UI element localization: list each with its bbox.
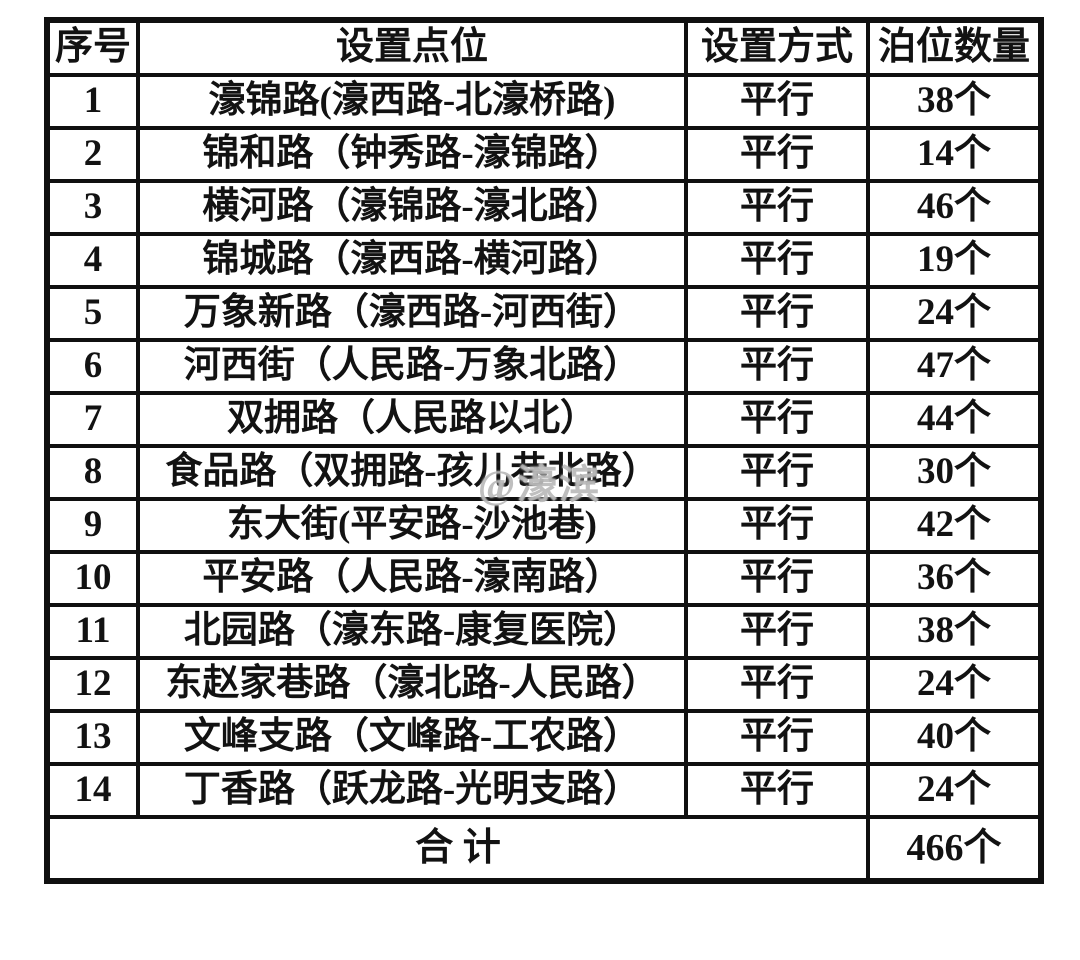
method-cell: 平行 — [684, 762, 870, 819]
count-cell: 24个 — [866, 285, 1043, 342]
count-cell: 36个 — [866, 550, 1043, 607]
location-cell: 濠锦路(濠西路-北濠桥路) — [136, 73, 688, 130]
table-row: 8 食品路（双拥路-孩儿巷北路） 平行 30个 — [45, 444, 1043, 501]
location-cell: 食品路（双拥路-孩儿巷北路） — [136, 444, 688, 501]
table-row: 9 东大街(平安路-沙池巷) 平行 42个 — [45, 497, 1043, 554]
row-number-cell: 7 — [45, 391, 140, 448]
table-row: 4 锦城路（濠西路-横河路） 平行 19个 — [45, 232, 1043, 289]
row-number-cell: 11 — [45, 603, 140, 660]
count-cell: 40个 — [866, 709, 1043, 766]
count-cell: 38个 — [866, 73, 1043, 130]
total-value-cell: 466个 — [866, 815, 1043, 883]
table-row: 5 万象新路（濠西路-河西街） 平行 24个 — [45, 285, 1043, 342]
method-cell: 平行 — [684, 709, 870, 766]
method-cell: 平行 — [684, 444, 870, 501]
method-cell: 平行 — [684, 232, 870, 289]
row-number-cell: 13 — [45, 709, 140, 766]
parking-berth-table: 序号 设置点位 设置方式 泊位数量 1 濠锦路(濠西路-北濠桥路) 平行 38个… — [44, 17, 1044, 884]
location-cell: 河西街（人民路-万象北路） — [136, 338, 688, 395]
count-cell: 14个 — [866, 126, 1043, 183]
row-number-cell: 3 — [45, 179, 140, 236]
method-cell: 平行 — [684, 391, 870, 448]
row-number-cell: 8 — [45, 444, 140, 501]
method-cell: 平行 — [684, 73, 870, 130]
count-cell: 44个 — [866, 391, 1043, 448]
count-cell: 24个 — [866, 656, 1043, 713]
location-cell: 丁香路（跃龙路-光明支路） — [136, 762, 688, 819]
table-row: 3 横河路（濠锦路-濠北路） 平行 46个 — [45, 179, 1043, 236]
table-row: 10 平安路（人民路-濠南路） 平行 36个 — [45, 550, 1043, 607]
header-method: 设置方式 — [684, 18, 870, 77]
table-row: 12 东赵家巷路（濠北路-人民路） 平行 24个 — [45, 656, 1043, 713]
table-row: 2 锦和路（钟秀路-濠锦路） 平行 14个 — [45, 126, 1043, 183]
count-cell: 38个 — [866, 603, 1043, 660]
row-number-cell: 2 — [45, 126, 140, 183]
count-cell: 42个 — [866, 497, 1043, 554]
row-number-cell: 10 — [45, 550, 140, 607]
location-cell: 北园路（濠东路-康复医院） — [136, 603, 688, 660]
table-row: 7 双拥路（人民路以北） 平行 44个 — [45, 391, 1043, 448]
method-cell: 平行 — [684, 338, 870, 395]
count-cell: 30个 — [866, 444, 1043, 501]
method-cell: 平行 — [684, 656, 870, 713]
location-cell: 横河路（濠锦路-濠北路） — [136, 179, 688, 236]
table-row: 11 北园路（濠东路-康复医院） 平行 38个 — [45, 603, 1043, 660]
total-label-cell: 合 计 — [45, 815, 870, 883]
method-cell: 平行 — [684, 497, 870, 554]
method-cell: 平行 — [684, 603, 870, 660]
row-number-cell: 4 — [45, 232, 140, 289]
location-cell: 平安路（人民路-濠南路） — [136, 550, 688, 607]
table-row: 1 濠锦路(濠西路-北濠桥路) 平行 38个 — [45, 73, 1043, 130]
row-number-cell: 14 — [45, 762, 140, 819]
table-total-row: 合 计 466个 — [45, 815, 1043, 883]
location-cell: 锦城路（濠西路-横河路） — [136, 232, 688, 289]
row-number-cell: 12 — [45, 656, 140, 713]
method-cell: 平行 — [684, 126, 870, 183]
count-cell: 47个 — [866, 338, 1043, 395]
count-cell: 19个 — [866, 232, 1043, 289]
location-cell: 文峰支路（文峰路-工农路） — [136, 709, 688, 766]
method-cell: 平行 — [684, 550, 870, 607]
location-cell: 东大街(平安路-沙池巷) — [136, 497, 688, 554]
header-count: 泊位数量 — [866, 18, 1043, 77]
row-number-cell: 9 — [45, 497, 140, 554]
location-cell: 锦和路（钟秀路-濠锦路） — [136, 126, 688, 183]
location-cell: 万象新路（濠西路-河西街） — [136, 285, 688, 342]
location-cell: 双拥路（人民路以北） — [136, 391, 688, 448]
count-cell: 24个 — [866, 762, 1043, 819]
table-row: 14 丁香路（跃龙路-光明支路） 平行 24个 — [45, 762, 1043, 819]
row-number-cell: 6 — [45, 338, 140, 395]
row-number-cell: 1 — [45, 73, 140, 130]
header-location: 设置点位 — [136, 18, 688, 77]
method-cell: 平行 — [684, 285, 870, 342]
location-cell: 东赵家巷路（濠北路-人民路） — [136, 656, 688, 713]
header-no: 序号 — [45, 18, 140, 77]
table-row: 13 文峰支路（文峰路-工农路） 平行 40个 — [45, 709, 1043, 766]
count-cell: 46个 — [866, 179, 1043, 236]
table-row: 6 河西街（人民路-万象北路） 平行 47个 — [45, 338, 1043, 395]
row-number-cell: 5 — [45, 285, 140, 342]
method-cell: 平行 — [684, 179, 870, 236]
table-header-row: 序号 设置点位 设置方式 泊位数量 — [45, 18, 1043, 77]
parking-table-container: 序号 设置点位 设置方式 泊位数量 1 濠锦路(濠西路-北濠桥路) 平行 38个… — [44, 17, 1044, 884]
